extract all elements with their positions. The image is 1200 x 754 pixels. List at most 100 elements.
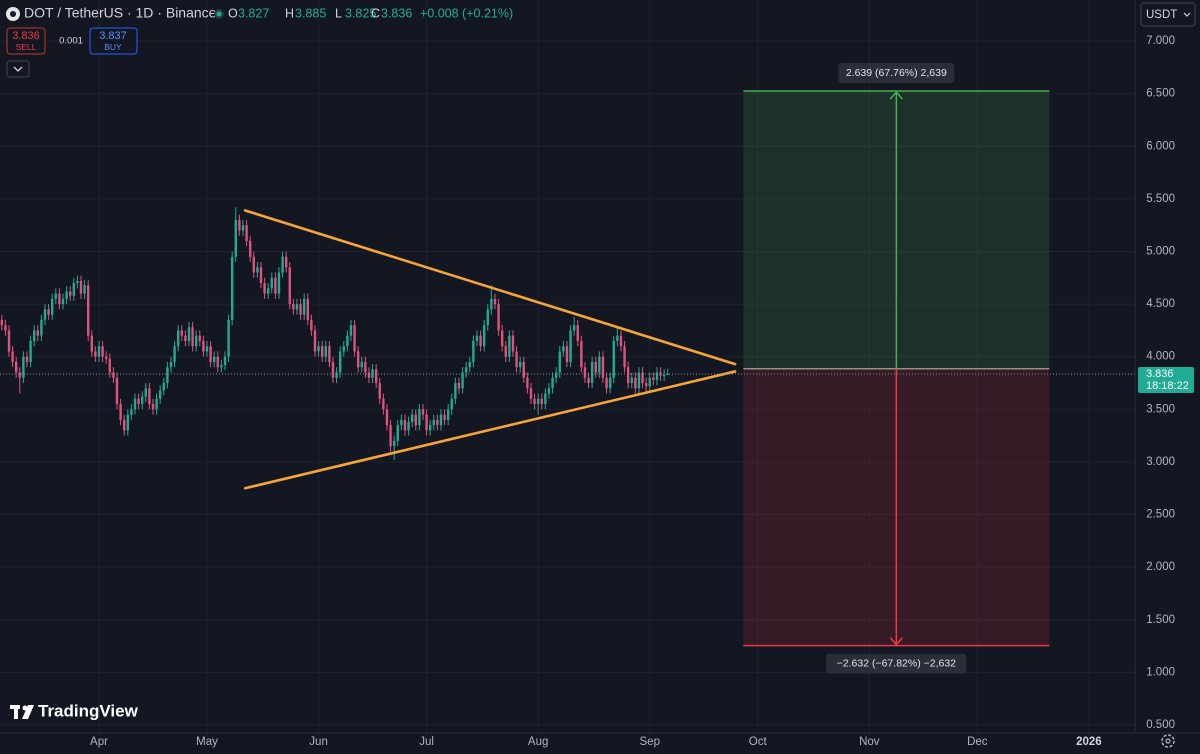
- candle-body: [126, 414, 129, 431]
- candle-body: [644, 383, 648, 387]
- collapse-box[interactable]: [6, 60, 30, 78]
- candle-body: [554, 372, 558, 378]
- candle-body: [464, 367, 468, 373]
- symbol-logo-dot: [10, 11, 16, 17]
- x-tick-label: Aug: [528, 736, 548, 748]
- candle-body: [623, 346, 626, 368]
- sell-price: 3.836: [12, 30, 40, 42]
- candle-body: [234, 219, 237, 257]
- candle-body: [414, 414, 417, 426]
- candle-body: [104, 356, 108, 359]
- candle-body: [439, 414, 443, 426]
- ohlc-key: L: [335, 6, 342, 20]
- candle-body: [137, 398, 140, 405]
- candle-body: [346, 335, 349, 347]
- candle-layer: [0, 207, 669, 460]
- candle-body: [76, 280, 79, 284]
- y-tick-label: 5.500: [1146, 193, 1175, 205]
- candle-body: [310, 319, 313, 331]
- candle-body: [68, 291, 72, 296]
- candle-body: [605, 377, 608, 389]
- buy-box[interactable]: [89, 27, 138, 55]
- candle-body: [205, 346, 209, 352]
- candle-body: [493, 298, 497, 305]
- candle-body: [119, 404, 122, 420]
- last-price-label: 3.836: [1146, 368, 1174, 380]
- x-tick-label: May: [196, 736, 218, 748]
- candle-body: [83, 285, 86, 294]
- y-tick-label: 1.500: [1146, 614, 1175, 626]
- candle-body: [475, 335, 479, 341]
- trendline: [243, 209, 737, 366]
- candle-body: [288, 267, 291, 305]
- currency-button[interactable]: USDT: [1140, 2, 1196, 27]
- candle-body: [65, 291, 68, 299]
- candle-body: [220, 365, 223, 368]
- quantity: 0.001: [59, 36, 83, 47]
- x-tick-label: Jul: [419, 736, 434, 748]
- candle-body: [410, 414, 414, 422]
- candle-body: [90, 335, 93, 352]
- candle-body: [29, 340, 32, 362]
- sell-button[interactable]: 3.836 SELL: [6, 27, 46, 55]
- candle-body: [191, 327, 194, 347]
- candle-body: [18, 372, 21, 378]
- market-status-dot: [216, 11, 222, 17]
- candle-body: [324, 346, 327, 357]
- candle-body: [317, 346, 320, 352]
- x-tick-label: Dec: [967, 736, 988, 748]
- candle-body: [238, 219, 241, 231]
- candle-body: [32, 330, 36, 341]
- y-tick-label: 3.500: [1146, 403, 1175, 415]
- candle-body: [22, 356, 25, 378]
- candle-body: [11, 351, 14, 362]
- candle-body: [130, 409, 133, 415]
- candle-body: [648, 377, 651, 387]
- candle-body: [306, 298, 309, 320]
- grid-layer: [0, 0, 1135, 733]
- settings-button[interactable]: [1161, 734, 1175, 748]
- candle-body: [421, 409, 425, 415]
- candle-body: [25, 356, 29, 362]
- candle-body: [547, 388, 551, 394]
- candle-body: [144, 388, 147, 397]
- candle-body: [7, 330, 11, 352]
- candle-body: [245, 225, 248, 241]
- candle-body: [349, 325, 353, 336]
- candle-body: [418, 409, 421, 426]
- currency: USDT: [1146, 9, 1177, 21]
- candle-body: [500, 330, 504, 347]
- buy-button[interactable]: 3.837 BUY: [89, 27, 138, 55]
- currency-box[interactable]: [1140, 2, 1196, 27]
- y-tick-label: 5.000: [1146, 246, 1175, 258]
- candle-body: [302, 298, 306, 315]
- target-label: 2.639 (67.76%) 2,639: [846, 67, 947, 79]
- candle-body: [230, 256, 234, 320]
- buy-label: BUY: [104, 42, 122, 52]
- y-tick-label: 6.500: [1146, 88, 1175, 100]
- candle-body: [140, 396, 144, 405]
- candle-body: [562, 346, 565, 352]
- x-tick-label: Jun: [309, 736, 328, 748]
- candle-body: [486, 309, 489, 326]
- sell-box[interactable]: [6, 27, 46, 55]
- y-tick-label: 0.500: [1146, 719, 1175, 731]
- ohlc-value: 3.825: [345, 6, 376, 20]
- candle-body: [594, 361, 597, 373]
- candle-body: [544, 393, 547, 405]
- candle-body: [580, 340, 583, 368]
- brand-icon-slash: [22, 705, 34, 719]
- settings-gear[interactable]: [1161, 734, 1175, 748]
- candle-body: [158, 390, 162, 399]
- candle-body: [79, 280, 83, 294]
- collapse-button[interactable]: [6, 60, 30, 78]
- candle-body: [313, 330, 317, 352]
- candle-body: [385, 409, 389, 426]
- brand-name: TradingView: [38, 701, 139, 720]
- candle-body: [457, 383, 461, 389]
- candle-body: [619, 335, 623, 347]
- candle-body: [216, 356, 219, 368]
- candle-body: [364, 361, 367, 373]
